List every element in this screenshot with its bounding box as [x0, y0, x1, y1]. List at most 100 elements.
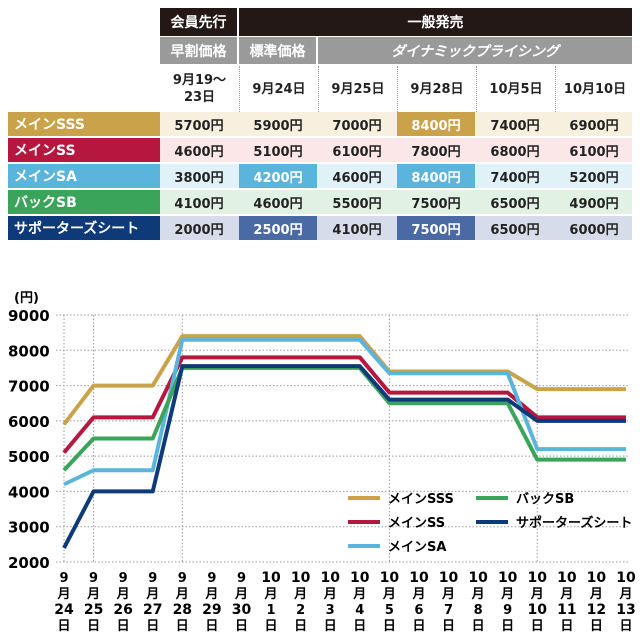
x-tick-label: 日 — [176, 619, 189, 634]
x-tick-label: 9 — [178, 571, 187, 586]
price-cell: 6100円 — [332, 144, 382, 160]
x-tick-label: 9 — [237, 571, 246, 586]
price-cell: 6800円 — [490, 144, 540, 160]
group-header-member: 会員先行 — [160, 8, 237, 36]
x-tick-label: 9 — [89, 571, 98, 586]
price-cell: 6100円 — [569, 144, 619, 160]
x-tick-label: 月 — [530, 587, 544, 602]
x-tick-label: 8 — [474, 603, 483, 618]
x-tick-label: 月 — [589, 587, 603, 602]
x-tick-label: 9 — [148, 571, 157, 586]
x-tick-label: 1 — [267, 603, 276, 618]
x-tick-label: 25 — [84, 602, 103, 618]
x-tick-label: 10 — [498, 570, 518, 586]
x-tick-label: 10 — [616, 570, 636, 586]
x-tick-label: 日 — [501, 619, 514, 634]
x-tick-label: 6 — [414, 603, 423, 618]
x-tick-label: 月 — [56, 587, 70, 602]
x-tick-label: 30 — [232, 602, 252, 618]
x-tick-label: 月 — [352, 587, 366, 602]
row-label: メインSS — [8, 138, 160, 162]
sub-header-standard: 標準価格 — [239, 37, 316, 64]
price-cell: 3800円 — [174, 170, 224, 186]
date-header: 9月24日 — [239, 66, 318, 112]
x-tick-label: 5 — [385, 603, 394, 618]
x-tick-label: 月 — [471, 587, 485, 602]
price-cell: 4900円 — [569, 196, 619, 212]
price-cell: 2000円 — [174, 222, 224, 238]
legend-label: メインSSS — [388, 492, 454, 507]
x-tick-label: 10 — [468, 570, 488, 586]
legend-label: メインSA — [388, 540, 446, 555]
date-header: 9月28日 — [397, 66, 476, 112]
x-tick-label: 9 — [119, 571, 128, 586]
series-line — [62, 364, 626, 549]
price-cell: 2500円 — [239, 216, 317, 240]
x-tick-label: 10 — [439, 570, 459, 586]
series-line — [62, 355, 626, 454]
x-tick-label: 7 — [444, 603, 453, 618]
x-tick-label: 10 — [528, 570, 548, 586]
x-tick-label: 24 — [54, 602, 74, 618]
row-background — [160, 164, 632, 188]
price-cell: 4200円 — [239, 164, 317, 188]
y-tick-label: 2000 — [8, 554, 50, 572]
price-cell: 5900円 — [253, 118, 303, 134]
x-tick-label: 日 — [87, 619, 100, 634]
x-tick-label: 日 — [560, 619, 573, 634]
x-tick-label: 12 — [587, 602, 606, 618]
price-cell: 4100円 — [174, 196, 224, 212]
x-tick-label: 9 — [59, 571, 68, 586]
x-tick-label: 月 — [264, 587, 278, 602]
series-line — [62, 334, 626, 426]
x-tick-label: 9 — [503, 603, 512, 618]
y-tick-label: 4000 — [8, 483, 50, 501]
x-tick-label: 日 — [472, 619, 485, 634]
row-label: サポーターズシート — [8, 216, 160, 240]
x-tick-label: 日 — [57, 619, 70, 634]
x-tick-label: 月 — [293, 587, 307, 602]
y-tick-label: 3000 — [8, 519, 50, 537]
x-tick-label: 10 — [350, 570, 370, 586]
price-cell: 7800円 — [411, 144, 461, 160]
x-tick-label: 月 — [86, 587, 100, 602]
x-tick-label: 10 — [409, 570, 429, 586]
x-tick-label: 日 — [383, 619, 396, 634]
x-tick-label: 日 — [117, 619, 130, 634]
x-tick-label: 10 — [261, 570, 281, 586]
price-cell: 7500円 — [411, 196, 461, 212]
price-cell: 6900円 — [569, 118, 619, 134]
legend-label: バックSB — [516, 492, 574, 507]
x-tick-label: 月 — [234, 587, 248, 602]
date-header: 9月19〜 23日 — [172, 73, 227, 105]
x-tick-label: 3 — [326, 603, 335, 618]
sub-header-dynamic: ダイナミックプライシング — [318, 37, 632, 64]
x-tick-label: 10 — [587, 570, 607, 586]
row-label: メインSA — [8, 164, 160, 188]
x-tick-label: 日 — [353, 619, 366, 634]
price-cell: 5700円 — [174, 118, 224, 134]
x-tick-label: 日 — [205, 619, 218, 634]
x-tick-label: 13 — [616, 602, 635, 618]
x-tick-label: 28 — [173, 602, 192, 618]
x-tick-label: 月 — [116, 587, 130, 602]
x-tick-label: 26 — [113, 602, 132, 618]
row-background — [160, 190, 632, 214]
price-cell: 7500円 — [397, 216, 475, 240]
series-line — [63, 337, 626, 487]
x-tick-label: 日 — [265, 619, 278, 634]
row-background — [160, 216, 632, 240]
price-cell: 6500円 — [490, 222, 540, 238]
y-tick-label: 9000 — [8, 307, 50, 325]
group-header-general: 一般発売 — [239, 8, 632, 36]
price-cell: 5200円 — [569, 170, 619, 186]
x-tick-label: 月 — [618, 587, 632, 602]
row-label: バックSB — [8, 190, 160, 214]
row-background — [160, 138, 632, 162]
price-cell: 4600円 — [253, 196, 303, 212]
y-tick-label: 8000 — [8, 342, 50, 360]
x-tick-label: 日 — [442, 619, 455, 634]
x-tick-label: 月 — [204, 587, 218, 602]
x-tick-label: 月 — [145, 587, 159, 602]
